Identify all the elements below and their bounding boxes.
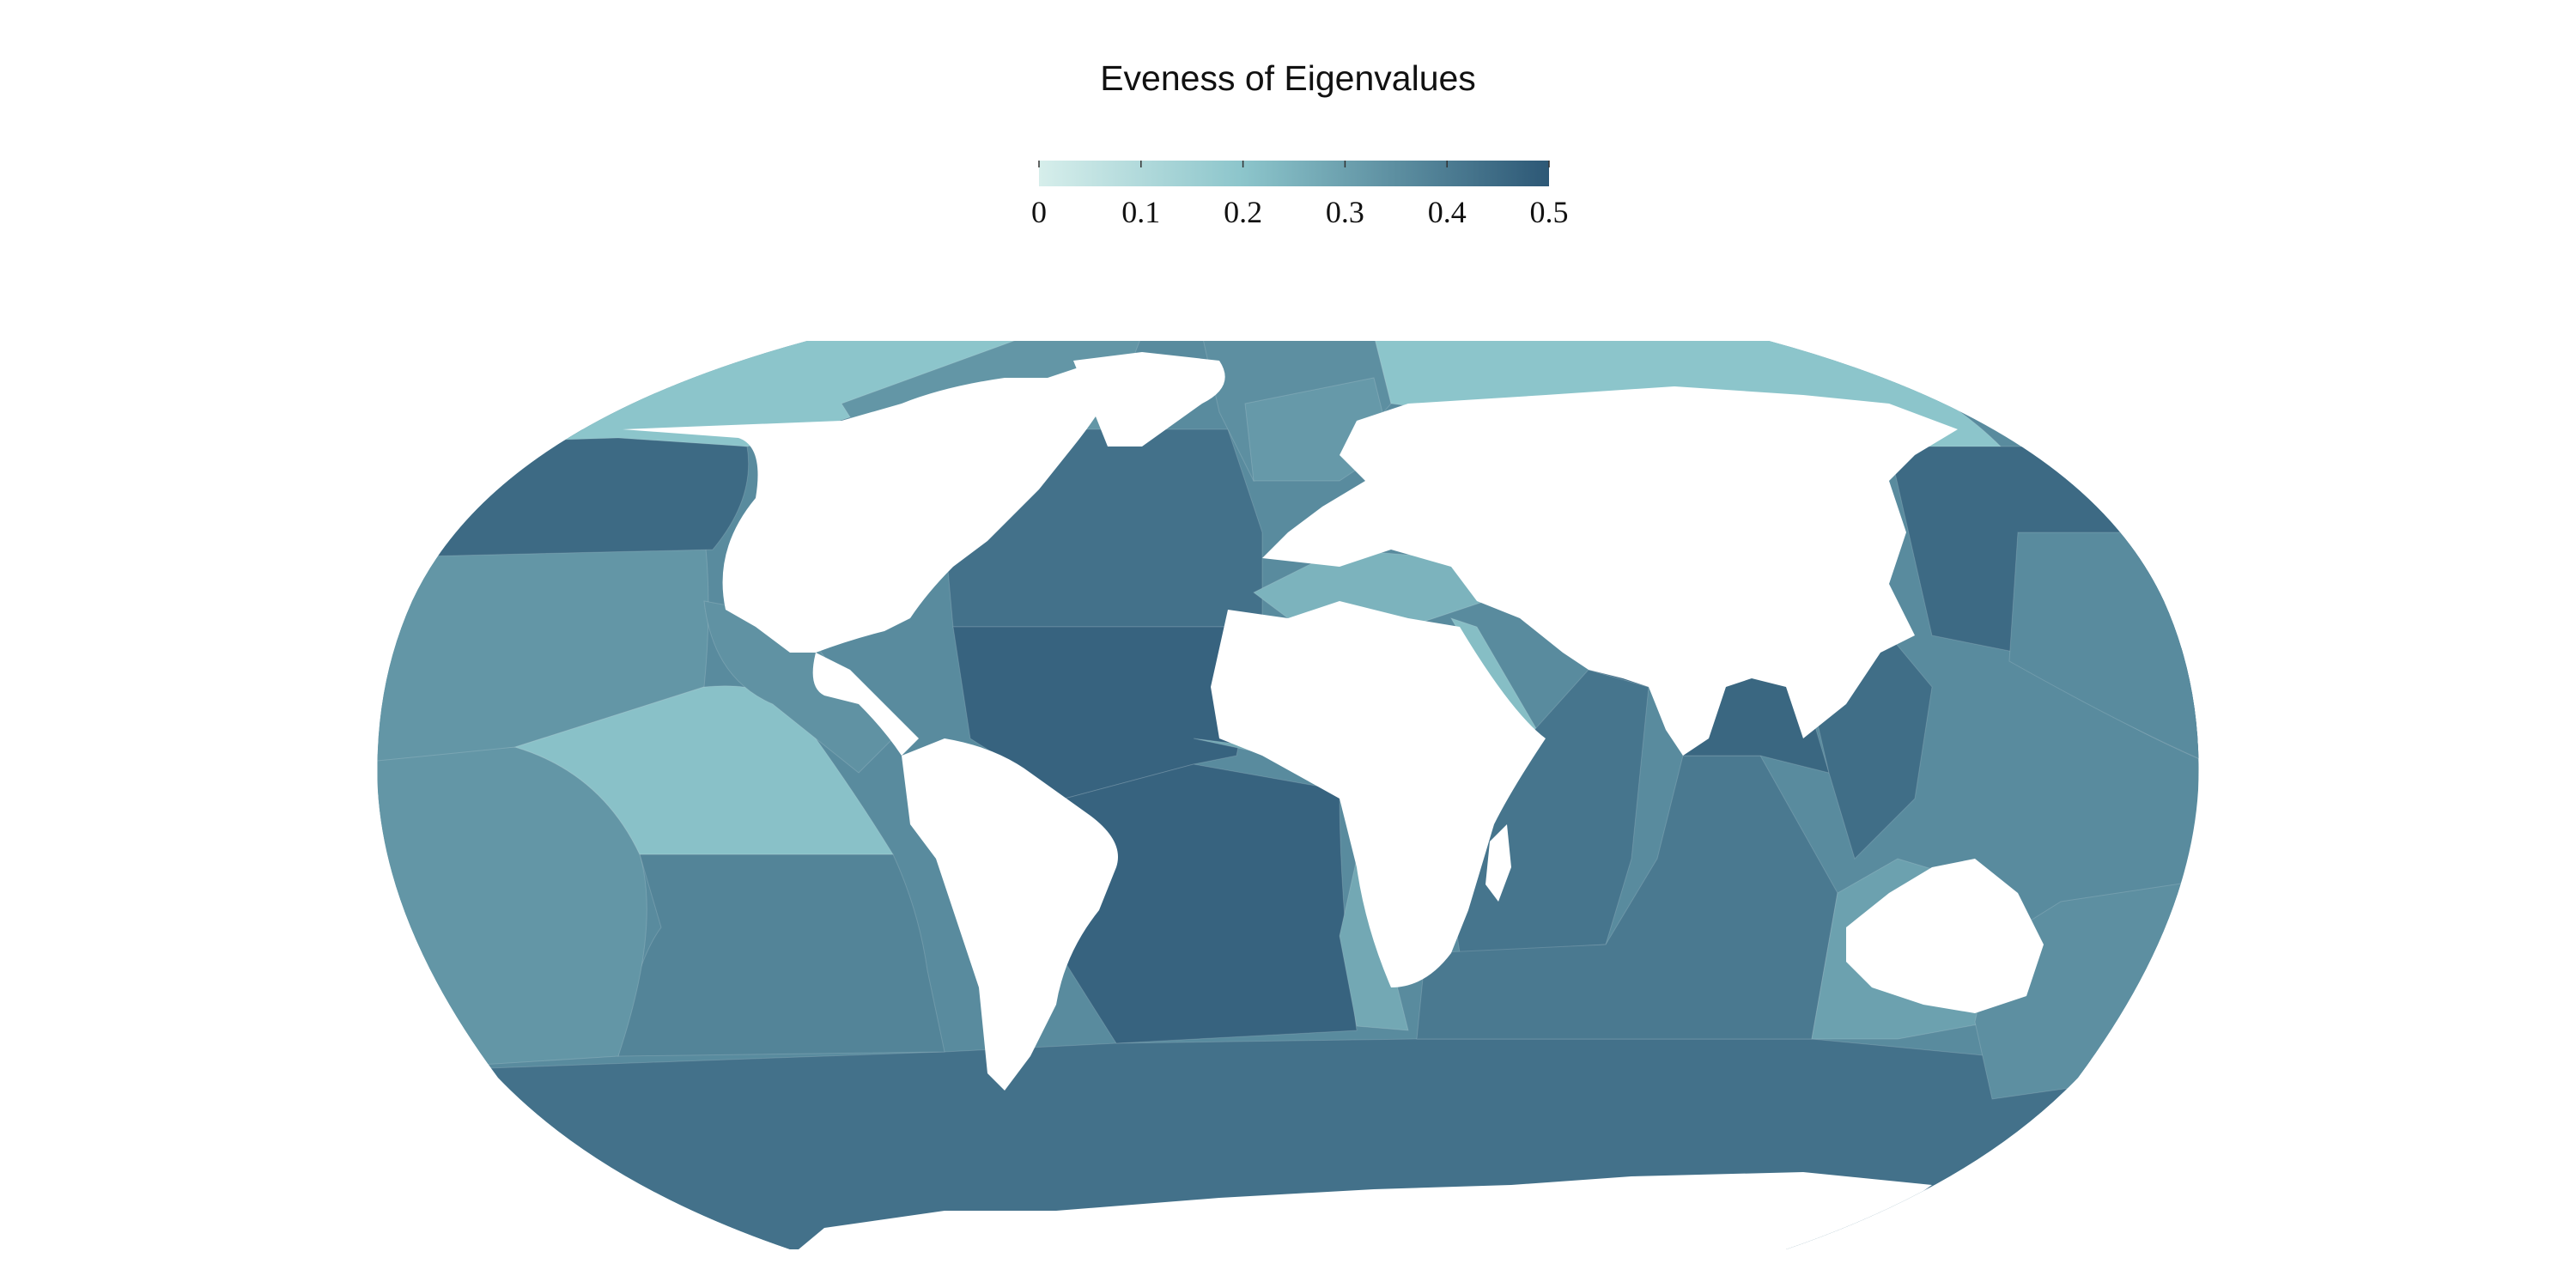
land-new-zealand	[2138, 1005, 2164, 1056]
region-south-pacific	[617, 854, 945, 1057]
land-masses	[623, 352, 2164, 1249]
region-south-atlantic	[1064, 763, 1358, 1044]
ocean-regions	[377, 341, 2199, 1249]
land-australia	[1846, 859, 2044, 1013]
legend-color-bar	[1039, 161, 1549, 186]
legend-tick-label: 0.4	[1428, 195, 1467, 229]
legend-tick-label: 0.5	[1530, 195, 1569, 229]
map-title: Eveness of Eigenvalues	[1100, 58, 1476, 98]
color-legend: 0 0.1 0.2 0.3 0.4 0.5	[1031, 161, 1569, 229]
land-north-america	[623, 361, 1116, 653]
legend-ticks: 0 0.1 0.2 0.3 0.4 0.5	[1031, 161, 1569, 229]
legend-tick-label: 0.2	[1224, 195, 1262, 229]
legend-tick-label: 0.1	[1121, 195, 1160, 229]
land-greenland	[1073, 352, 1225, 447]
legend-tick-label: 0.3	[1326, 195, 1364, 229]
land-central-america	[812, 653, 919, 756]
region-north-pacific-east	[377, 428, 750, 559]
land-antarctica	[773, 1172, 1932, 1249]
land-south-america	[902, 738, 1118, 1091]
land-africa	[1211, 601, 1546, 987]
land-madagascar	[1485, 824, 1511, 902]
legend-tick-label: 0	[1031, 195, 1047, 229]
land-eurasia	[1262, 386, 1958, 756]
